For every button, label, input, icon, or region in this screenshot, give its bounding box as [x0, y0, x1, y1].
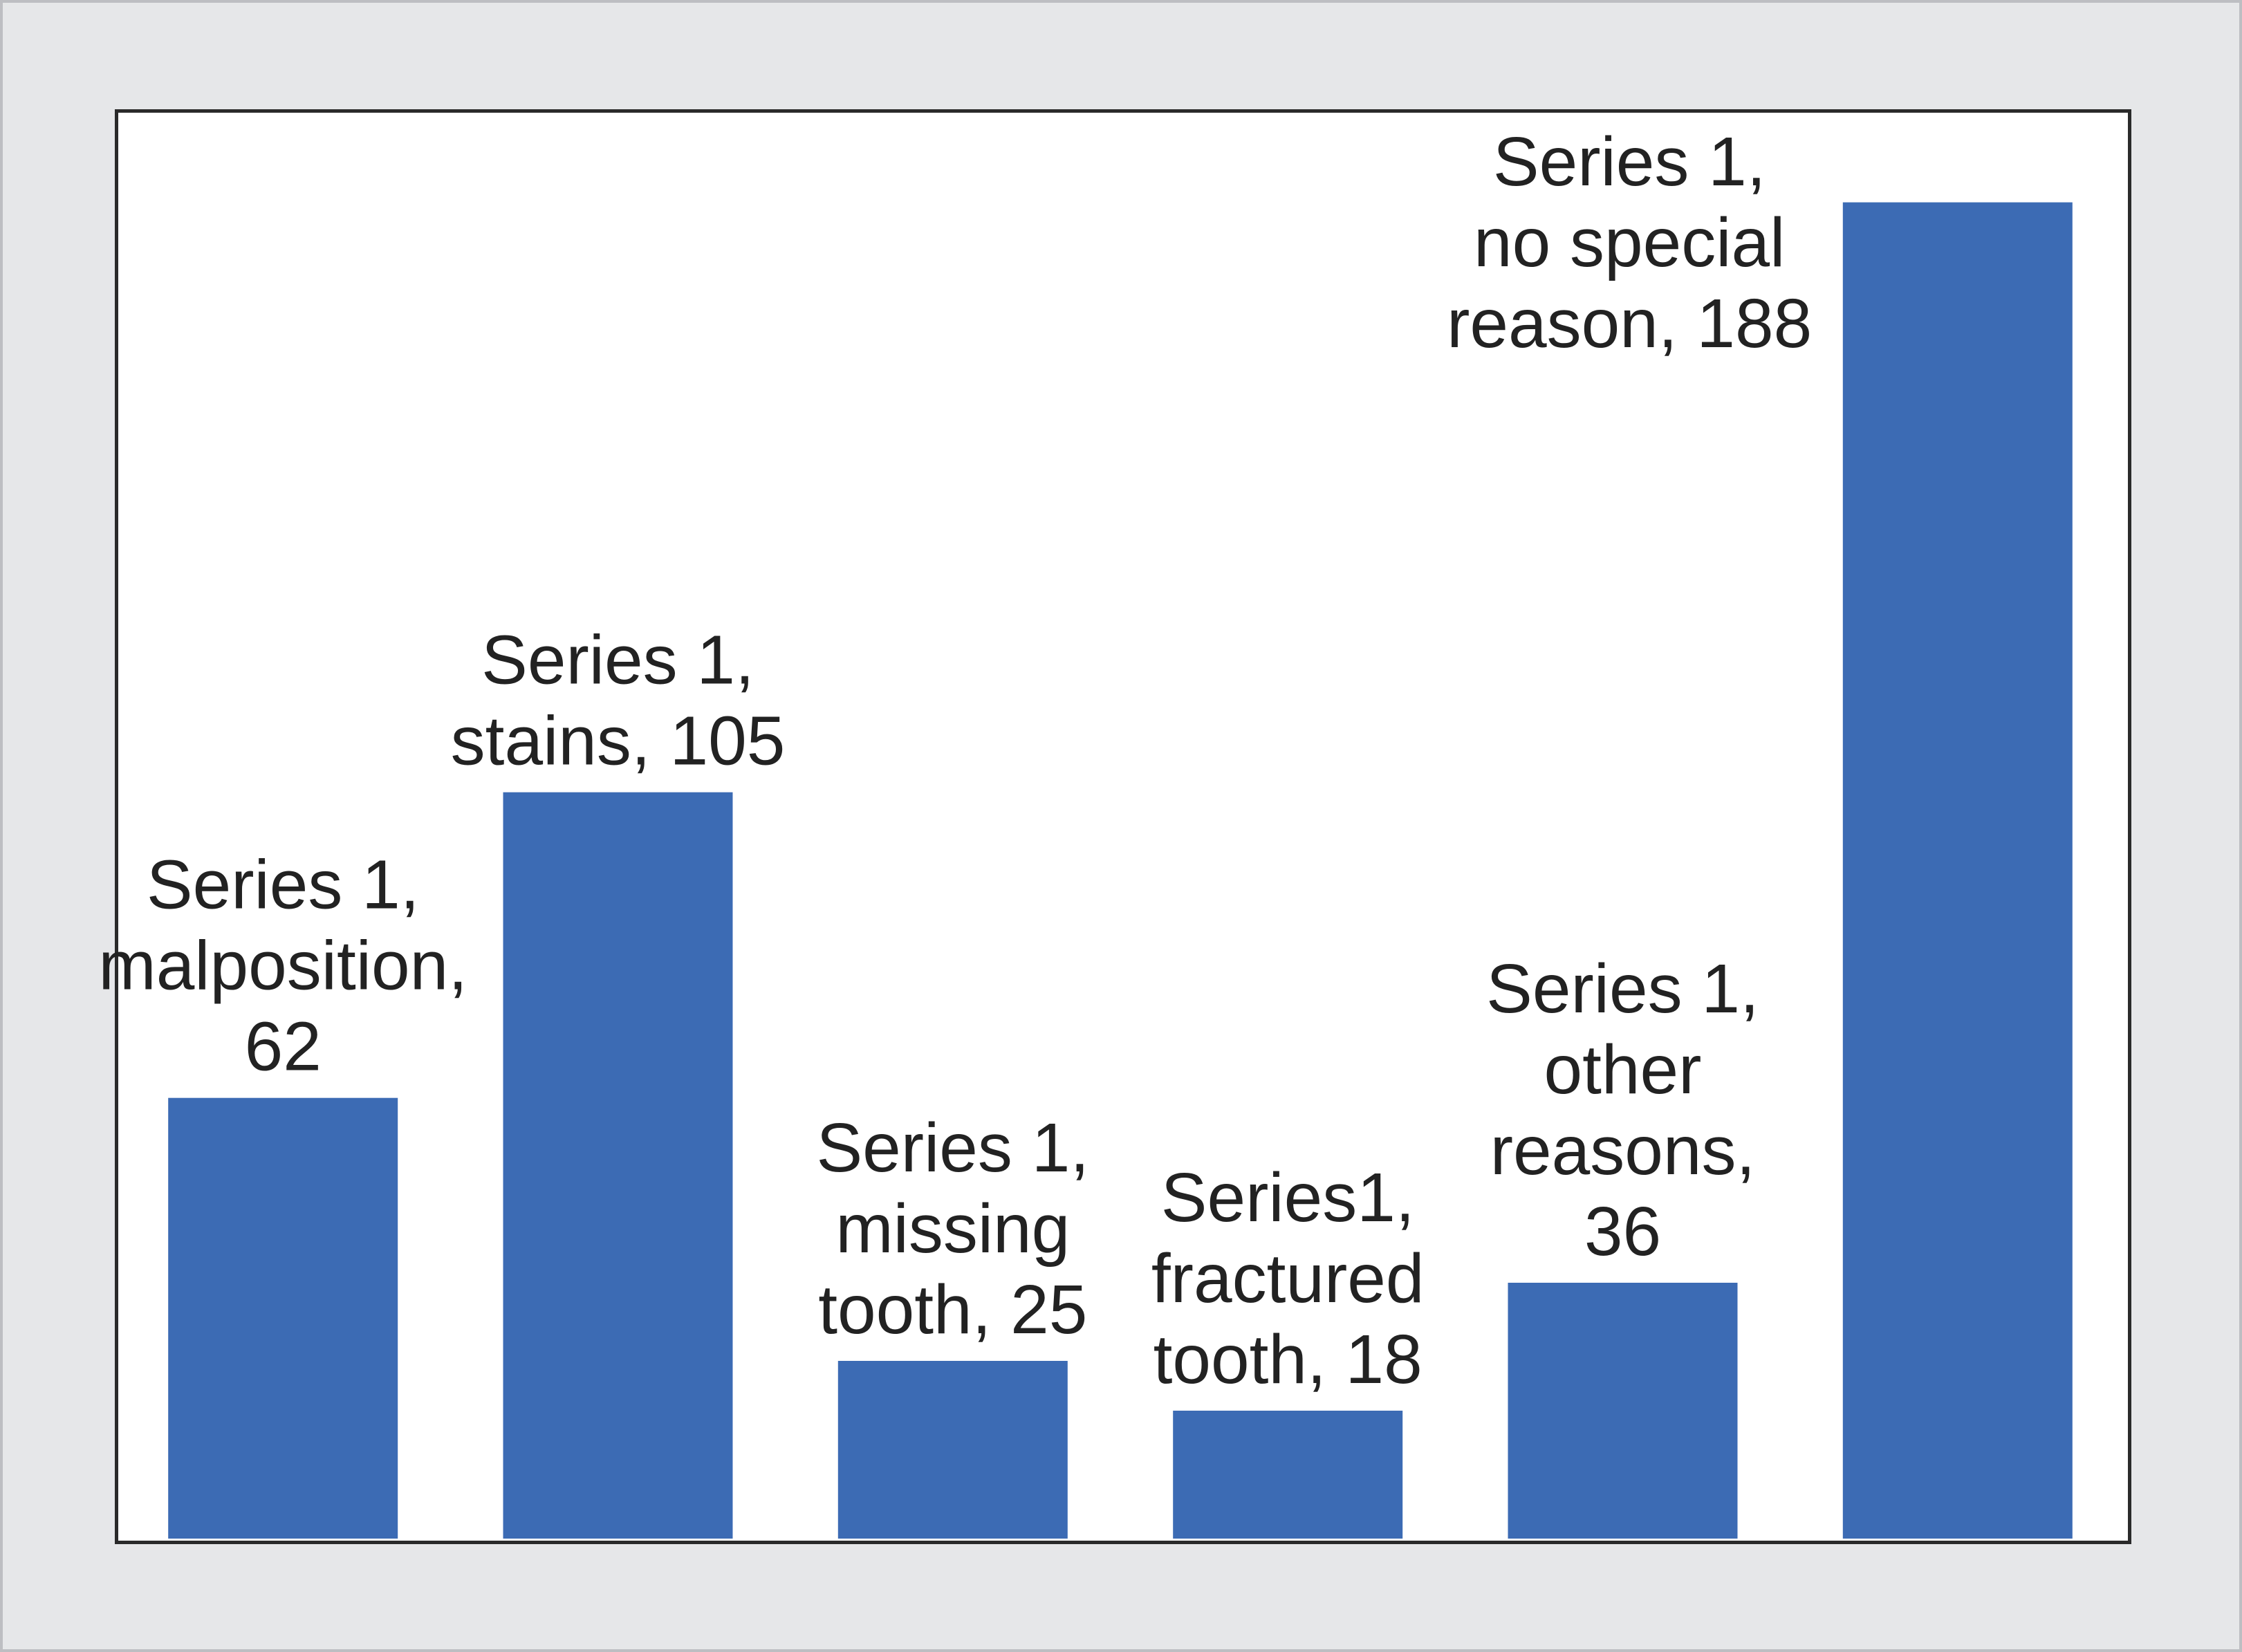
data-label-missing-tooth: Series 1, missing tooth, 25	[816, 1109, 1089, 1348]
data-label-line: Series 1,	[1486, 950, 1759, 1028]
bar-stains	[503, 792, 733, 1539]
data-label-stains: Series 1, stains, 105	[451, 622, 786, 780]
data-label-line: stains, 105	[451, 703, 786, 780]
plot-area	[115, 109, 2131, 1544]
bar-malposition	[168, 1097, 398, 1539]
data-label-line: Series 1,	[816, 1109, 1089, 1187]
data-label-line: reasons,	[1490, 1112, 1756, 1189]
data-label-line: Series 1,	[147, 846, 420, 924]
data-label-line: no special	[1474, 204, 1785, 281]
bar-missing-tooth	[837, 1361, 1068, 1539]
data-label-line: missing	[835, 1190, 1070, 1268]
bar-other-reasons	[1508, 1283, 1738, 1539]
data-label-line: other	[1544, 1031, 1702, 1108]
bar-no-special-reason	[1842, 202, 2073, 1539]
data-label-no-special-reason: Series 1, no special reason, 188	[1447, 123, 1812, 362]
data-label-line: Series 1,	[481, 622, 754, 699]
data-label-line: malposition,	[98, 927, 467, 1005]
data-label-line: tooth, 18	[1154, 1321, 1423, 1398]
data-label-line: 36	[1584, 1193, 1661, 1270]
data-label-line: 62	[245, 1008, 322, 1086]
data-label-malposition: Series 1, malposition, 62	[98, 846, 467, 1086]
data-label-line: fractured	[1151, 1240, 1425, 1317]
data-label-line: Series1,	[1161, 1159, 1415, 1236]
data-label-other-reasons: Series 1, other reasons, 36	[1486, 950, 1759, 1270]
data-label-line: reason, 188	[1447, 285, 1812, 362]
data-label-fractured-tooth: Series1, fractured tooth, 18	[1151, 1159, 1425, 1398]
data-label-line: Series 1,	[1493, 123, 1766, 201]
bar-fractured-tooth	[1173, 1411, 1403, 1539]
data-label-line: tooth, 25	[818, 1271, 1087, 1348]
